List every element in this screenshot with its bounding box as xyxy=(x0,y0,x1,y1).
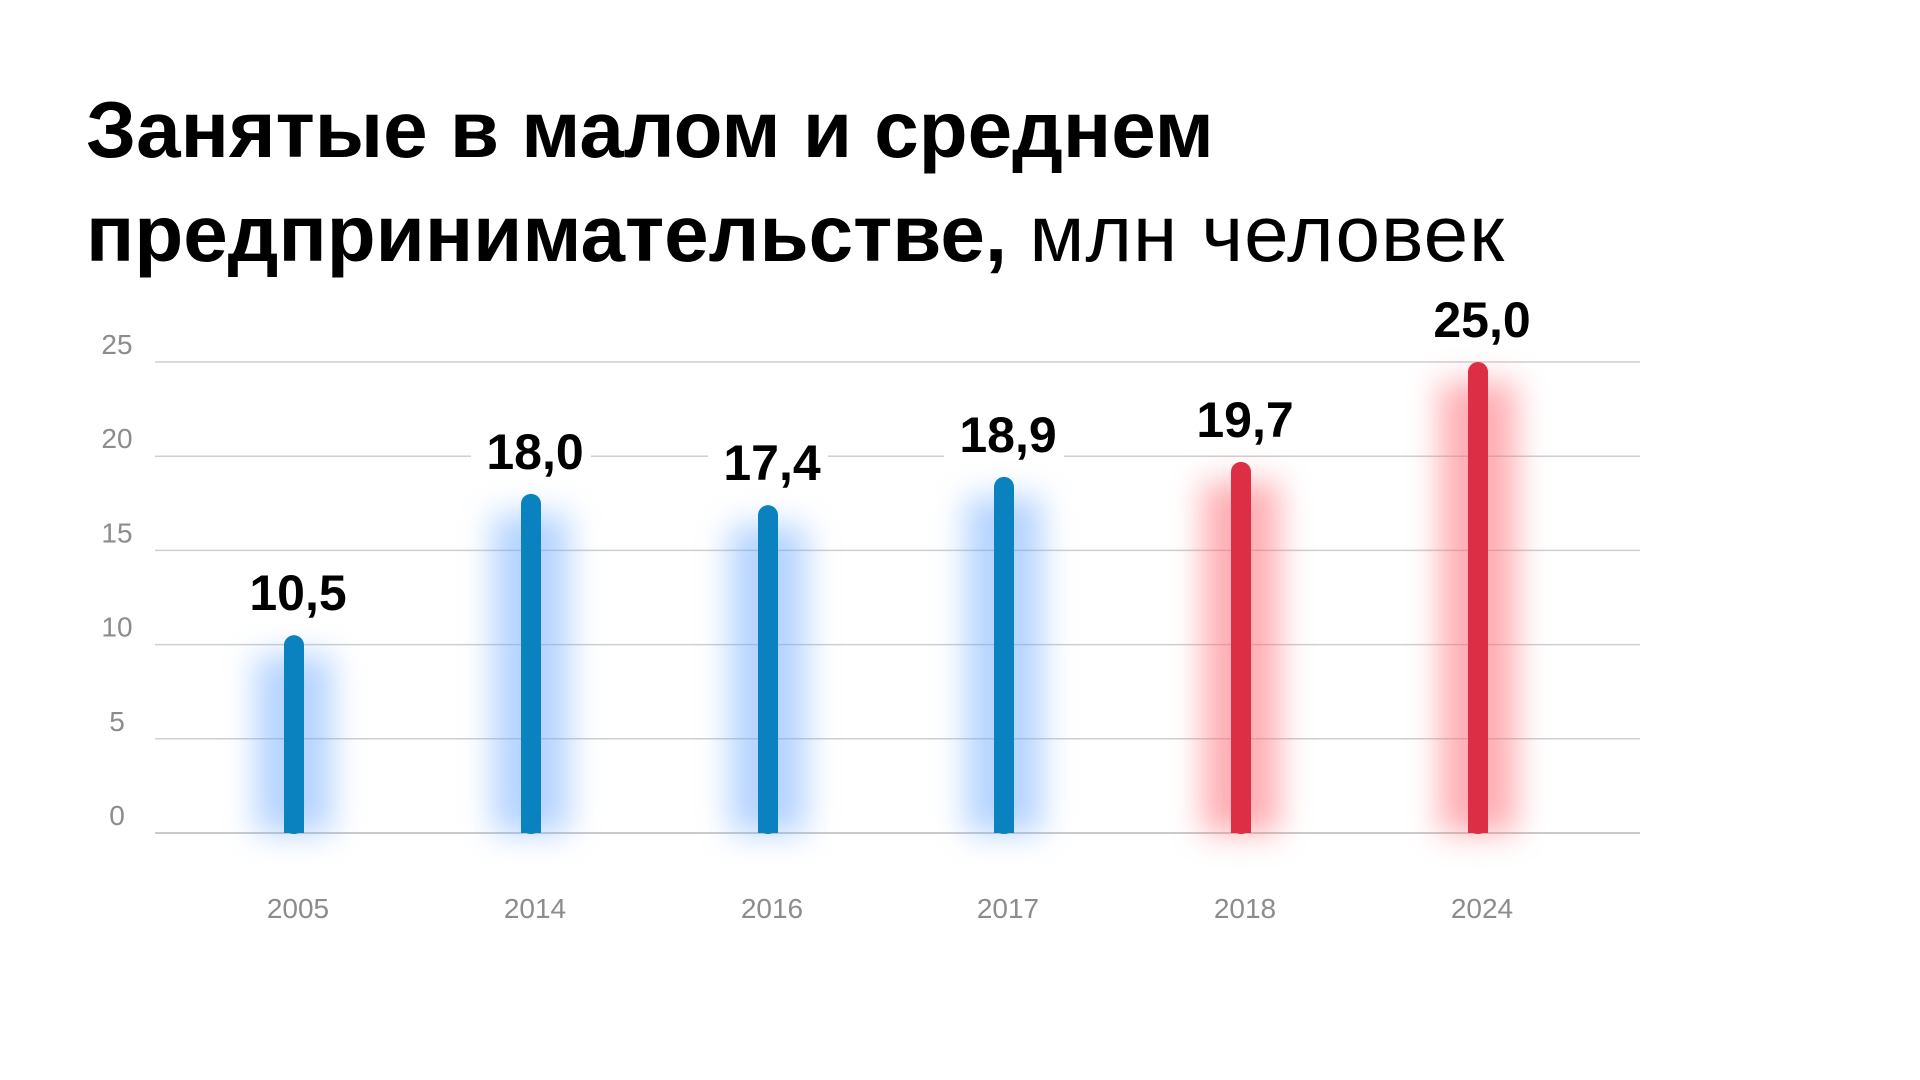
value-label-2024: 25,0 xyxy=(1433,292,1530,348)
x-tick-label-2024: 2024 xyxy=(1451,893,1513,924)
y-tick-label: 10 xyxy=(101,612,132,643)
bar-base-2016 xyxy=(758,813,778,833)
value-label-2005: 10,5 xyxy=(249,565,346,621)
bar-base-2005 xyxy=(284,813,304,833)
value-label-2016: 17,4 xyxy=(723,435,821,491)
x-tick-label-2018: 2018 xyxy=(1214,893,1276,924)
value-labels: 10,5 18,0 17,4 18,9 19,7 25,0 xyxy=(234,290,1538,621)
bar-glows xyxy=(256,382,1516,833)
value-label-2018: 19,7 xyxy=(1196,392,1293,448)
value-label-backdrop xyxy=(471,421,591,476)
bar-base-2018 xyxy=(1231,813,1251,833)
bars xyxy=(284,362,1488,834)
value-label-backdrop xyxy=(234,563,354,618)
chart-title: Занятые в малом и среднем предпринимател… xyxy=(86,78,1786,286)
x-tick-label-2016: 2016 xyxy=(741,893,803,924)
bar-base-2014 xyxy=(521,813,541,833)
value-label-backdrop xyxy=(944,404,1064,459)
y-tick-label: 15 xyxy=(101,517,132,548)
y-tick-label: 5 xyxy=(109,706,125,737)
bar-2014 xyxy=(521,493,541,834)
x-tick-label-2017: 2017 xyxy=(977,893,1039,924)
bar-2017 xyxy=(994,476,1014,834)
value-label-backdrop xyxy=(1418,290,1538,344)
bar-2018 xyxy=(1231,461,1251,834)
chart-title-main: Занятые в малом и среднем предпринимател… xyxy=(86,85,1214,278)
value-label-2017: 18,9 xyxy=(959,407,1056,463)
bar-2016 xyxy=(758,505,778,834)
y-tick-label: 0 xyxy=(109,800,125,831)
value-label-backdrop xyxy=(708,433,828,488)
bar-base-2017 xyxy=(994,813,1014,833)
bar-2005 xyxy=(284,635,304,834)
value-label-backdrop xyxy=(1181,389,1301,444)
grid-lines xyxy=(155,361,1640,834)
bar-base-2024 xyxy=(1468,813,1488,833)
y-tick-label: 20 xyxy=(101,423,132,454)
x-tick-label-2014: 2014 xyxy=(504,893,566,924)
y-tick-label: 25 xyxy=(101,329,132,360)
bar-2024 xyxy=(1468,362,1488,834)
value-label-2014: 18,0 xyxy=(486,424,583,480)
y-axis-ticks: 0 5 10 15 20 25 xyxy=(101,329,132,831)
x-axis-ticks: 2005 2014 2016 2017 2018 2024 xyxy=(267,893,1513,924)
x-tick-label-2005: 2005 xyxy=(267,893,329,924)
chart-title-unit: млн человек xyxy=(1029,189,1506,278)
